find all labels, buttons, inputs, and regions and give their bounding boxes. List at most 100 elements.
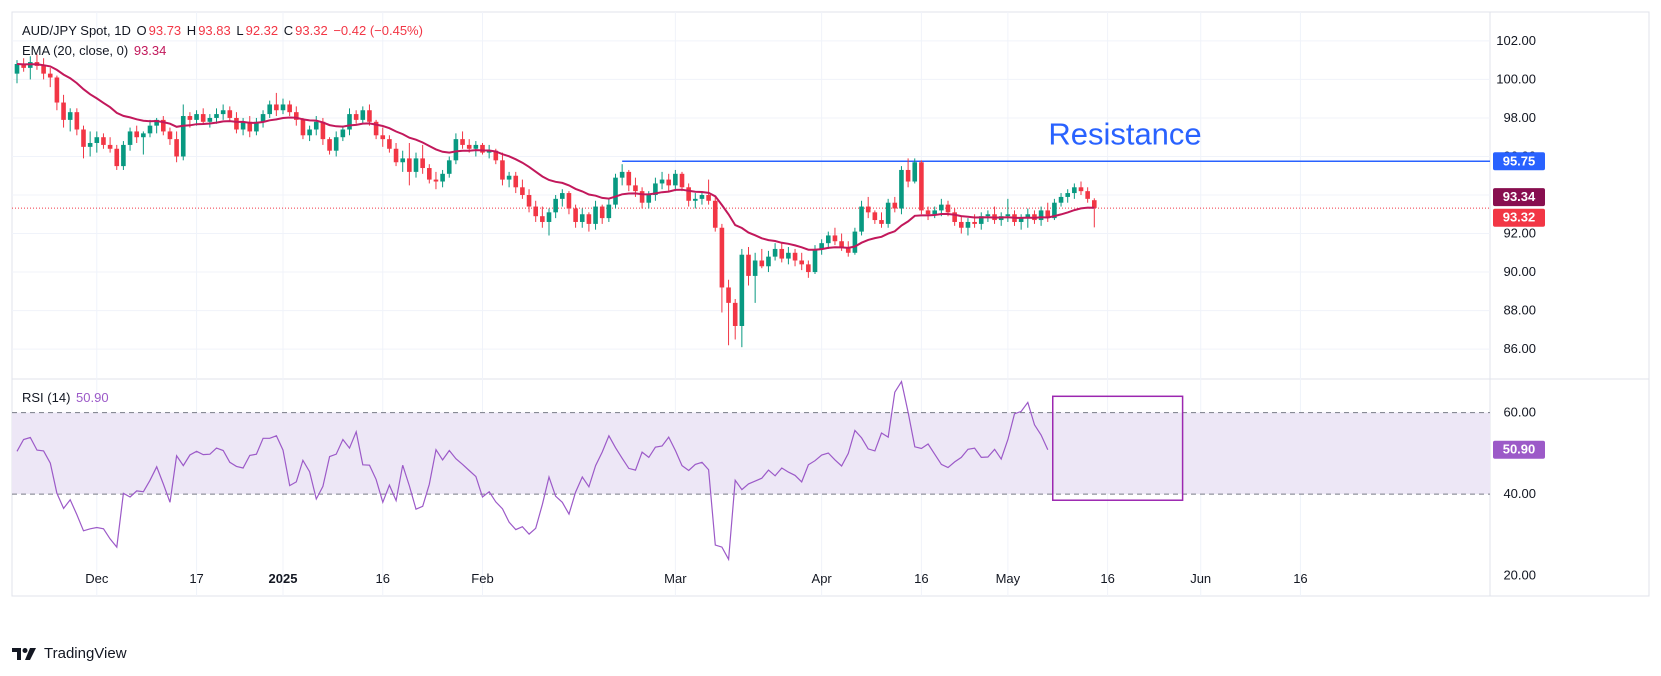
candle-body <box>593 206 598 224</box>
symbol-title: AUD/JPY Spot, 1D <box>22 23 131 38</box>
candle-body <box>520 187 525 195</box>
candle-body <box>41 65 46 74</box>
candle-body <box>247 121 253 132</box>
candle-body <box>340 129 346 138</box>
time-tick-label: 16 <box>1100 571 1114 586</box>
candle-body <box>413 158 419 172</box>
candle-body <box>759 260 765 267</box>
candle-body <box>932 210 937 215</box>
candle-body <box>214 114 219 118</box>
rsi-current-label-bg <box>1493 440 1545 459</box>
candle-body <box>639 191 645 203</box>
candle-body <box>147 125 153 134</box>
candle-body <box>699 195 705 199</box>
candle-body <box>466 144 472 149</box>
candle-body <box>1045 210 1051 219</box>
candle-body <box>945 204 951 213</box>
candle-body <box>320 121 326 140</box>
candle-body <box>47 73 53 78</box>
candle-body <box>739 254 745 326</box>
candle-body <box>114 148 120 167</box>
candle-body <box>573 208 578 222</box>
candle-body <box>686 187 691 201</box>
candle-body <box>61 102 66 120</box>
candle-body <box>353 114 359 120</box>
candle-body <box>925 210 931 215</box>
chart-frame <box>11 11 1650 597</box>
candle-body <box>719 227 725 288</box>
time-tick-label: Apr <box>812 571 833 586</box>
candle-body <box>879 220 884 224</box>
candle-body <box>633 185 638 192</box>
candle-body <box>67 112 73 120</box>
candle-body <box>347 114 352 130</box>
candle-body <box>892 202 898 209</box>
candle-body <box>826 235 831 244</box>
candle-body <box>613 177 618 205</box>
candle-body <box>433 179 439 182</box>
candle-body <box>1072 187 1077 194</box>
candle-body <box>673 173 678 186</box>
candle-body <box>287 104 292 113</box>
candle-body <box>540 216 545 222</box>
candle-body <box>1058 196 1064 203</box>
low-label: L <box>236 23 244 38</box>
candle-body <box>373 121 379 136</box>
candle-body <box>1092 200 1097 209</box>
candle-body <box>14 64 20 74</box>
candle-body <box>360 110 366 120</box>
candle-body <box>307 129 312 136</box>
candle-body <box>480 144 485 153</box>
candle-body <box>619 171 625 178</box>
candle-body <box>972 221 977 224</box>
candle-body <box>141 133 146 138</box>
rsi-tick-label: 40.00 <box>1503 486 1536 501</box>
rsi-legend: RSI (14) 50.90 <box>22 390 111 405</box>
candle-body <box>706 195 711 201</box>
candle-body <box>1065 193 1070 197</box>
close-price-label-bg <box>1493 208 1545 227</box>
candle-body <box>187 116 193 120</box>
candle-body <box>294 112 299 120</box>
price-tick-label: 102.00 <box>1496 33 1536 48</box>
candle-body <box>180 116 186 157</box>
candle-body <box>646 195 652 203</box>
candle-body <box>506 175 512 180</box>
candle-body <box>553 198 558 213</box>
candle-body <box>746 254 751 276</box>
candle-body <box>859 206 864 232</box>
candle-body <box>985 214 991 217</box>
candle-body <box>852 231 858 253</box>
candle-body <box>1078 187 1084 192</box>
candle-body <box>513 175 519 188</box>
candle-body <box>1018 218 1024 222</box>
candle-body <box>1025 214 1031 219</box>
candle-body <box>380 135 386 140</box>
time-tick-label: 17 <box>189 571 203 586</box>
candle-body <box>693 198 698 201</box>
candle-body <box>1005 214 1011 217</box>
time-tick-label: 16 <box>376 571 390 586</box>
candle-body <box>845 247 851 253</box>
candle-body <box>161 119 166 132</box>
resistance-label: Resistance <box>1048 116 1201 151</box>
candle-body <box>599 206 605 219</box>
candle-body <box>327 139 332 151</box>
candle-body <box>885 202 891 224</box>
rsi-tick-label: 60.00 <box>1503 405 1536 420</box>
candle-body <box>679 173 685 188</box>
candle-body <box>194 114 199 120</box>
price-tick-label: 98.00 <box>1503 110 1536 125</box>
candle-body <box>207 117 213 122</box>
tradingview-logo[interactable]: TradingView <box>12 645 127 662</box>
high-label: H <box>186 23 197 38</box>
candle-body <box>254 121 259 132</box>
candle-body <box>726 287 731 303</box>
candle-body <box>786 252 791 259</box>
candle-body <box>899 169 904 209</box>
price-tick-label: 88.00 <box>1503 303 1536 318</box>
candle-body <box>167 131 173 140</box>
candle-body <box>832 235 838 242</box>
candle-body <box>493 150 499 161</box>
